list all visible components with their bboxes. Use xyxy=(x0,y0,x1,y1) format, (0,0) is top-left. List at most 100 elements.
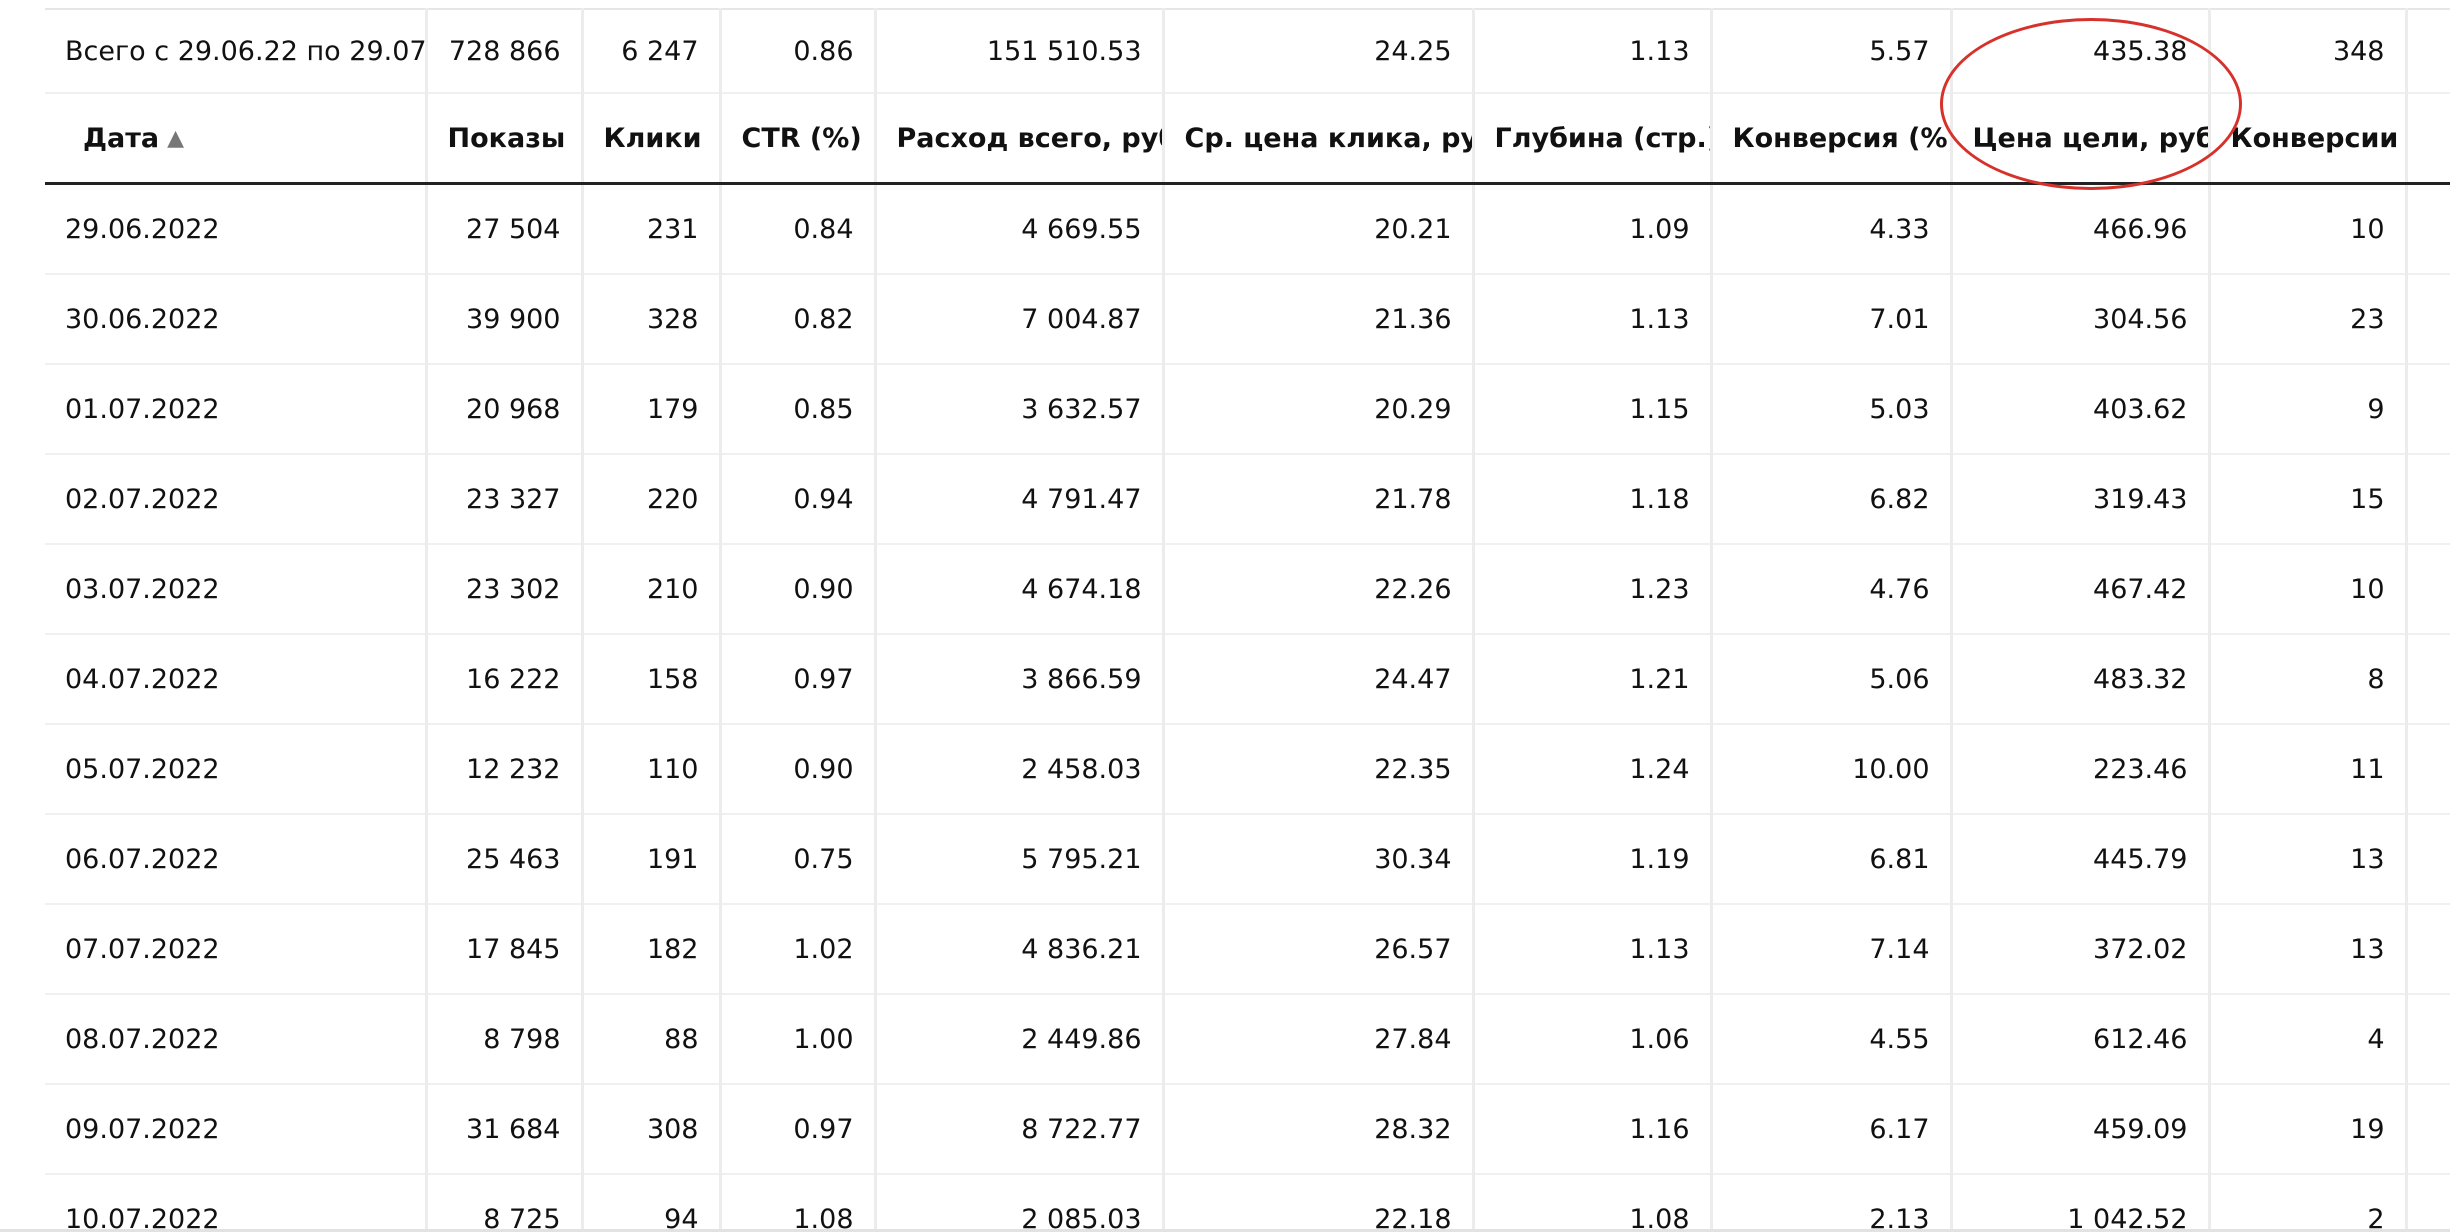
cell-date: 07.07.2022 xyxy=(45,904,428,995)
column-header-cpa[interactable]: Цена цели, руб. xyxy=(1951,93,2211,185)
cell-avg-cpc: 21.36 xyxy=(1163,274,1475,365)
cell-conv-rate: 6.81 xyxy=(1711,814,1953,905)
cell-depth: 1.16 xyxy=(1473,1084,1713,1175)
cell-extra xyxy=(2406,183,2450,275)
statistics-table: Всего с 29.06.22 по 29.07.22 728 866 6 2… xyxy=(45,8,2450,1230)
cell-clicks: 94 xyxy=(582,1174,722,1230)
cell-clicks: 158 xyxy=(582,634,722,725)
cell-ctr: 0.97 xyxy=(720,634,877,725)
cell-conv-rate: 5.06 xyxy=(1711,634,1953,725)
total-ctr: 0.86 xyxy=(720,8,877,94)
cell-cpa: 445.79 xyxy=(1951,814,2211,905)
cell-impressions: 23 327 xyxy=(426,454,584,545)
cell-ctr: 0.82 xyxy=(720,274,877,365)
table-row[interactable]: 02.07.2022 23 327 220 0.94 4 791.47 21.78 1.18… xyxy=(45,454,2450,545)
column-header-date-label: Дата xyxy=(83,122,160,154)
table-row[interactable]: 08.07.2022 8 798 88 1.00 2 449.86 27.84 1.06 4.… xyxy=(45,994,2450,1085)
cell-avg-cpc: 21.78 xyxy=(1163,454,1475,545)
cell-depth: 1.21 xyxy=(1473,634,1713,725)
cell-spend: 3 866.59 xyxy=(875,634,1165,725)
column-header-spend[interactable]: Расход всего, руб. xyxy=(875,93,1165,185)
cell-impressions: 25 463 xyxy=(426,814,584,905)
cell-depth: 1.15 xyxy=(1473,364,1713,455)
cell-extra xyxy=(2406,454,2450,545)
cell-extra xyxy=(2406,994,2450,1085)
cell-impressions: 20 968 xyxy=(426,364,584,455)
column-header-clicks[interactable]: Клики xyxy=(582,93,722,185)
table-row[interactable]: 05.07.2022 12 232 110 0.90 2 458.03 22.35 1.24… xyxy=(45,724,2450,815)
cell-extra xyxy=(2406,274,2450,365)
cell-conv-rate: 7.14 xyxy=(1711,904,1953,995)
cell-spend: 7 004.87 xyxy=(875,274,1165,365)
table-row[interactable]: 10.07.2022 8 725 94 1.08 2 085.03 22.18 1.08 2.… xyxy=(45,1174,2450,1230)
table-row[interactable]: 04.07.2022 16 222 158 0.97 3 866.59 24.47 1.21… xyxy=(45,634,2450,725)
cell-ctr: 0.94 xyxy=(720,454,877,545)
cell-conversions: 13 xyxy=(2209,814,2408,905)
cell-spend: 4 674.18 xyxy=(875,544,1165,635)
cell-conv-rate: 2.13 xyxy=(1711,1174,1953,1230)
cell-depth: 1.19 xyxy=(1473,814,1713,905)
table-row[interactable]: 06.07.2022 25 463 191 0.75 5 795.21 30.34 1.19… xyxy=(45,814,2450,905)
cell-clicks: 110 xyxy=(582,724,722,815)
table-row[interactable]: 30.06.2022 39 900 328 0.82 7 004.87 21.36 1.13… xyxy=(45,274,2450,365)
cell-depth: 1.09 xyxy=(1473,183,1713,275)
cell-spend: 8 722.77 xyxy=(875,1084,1165,1175)
cell-extra xyxy=(2406,904,2450,995)
cell-conv-rate: 7.01 xyxy=(1711,274,1953,365)
cell-avg-cpc: 28.32 xyxy=(1163,1084,1475,1175)
cell-date: 08.07.2022 xyxy=(45,994,428,1085)
table-row[interactable]: 01.07.2022 20 968 179 0.85 3 632.57 20.29 1.15… xyxy=(45,364,2450,455)
cell-impressions: 27 504 xyxy=(426,183,584,275)
cell-clicks: 231 xyxy=(582,183,722,275)
cell-depth: 1.18 xyxy=(1473,454,1713,545)
cell-extra xyxy=(2406,1174,2450,1230)
cell-cpa: 466.96 xyxy=(1951,183,2211,275)
cell-impressions: 16 222 xyxy=(426,634,584,725)
table-row[interactable]: 29.06.2022 27 504 231 0.84 4 669.55 20.21 1.09… xyxy=(45,183,2450,275)
cell-ctr: 0.85 xyxy=(720,364,877,455)
cell-date: 10.07.2022 xyxy=(45,1174,428,1230)
cell-spend: 4 791.47 xyxy=(875,454,1165,545)
total-conv-rate: 5.57 xyxy=(1711,8,1953,94)
column-header-depth[interactable]: Глубина (стр.) xyxy=(1473,93,1713,185)
cell-conversions: 23 xyxy=(2209,274,2408,365)
total-spend: 151 510.53 xyxy=(875,8,1165,94)
cell-date: 05.07.2022 xyxy=(45,724,428,815)
cell-avg-cpc: 22.18 xyxy=(1163,1174,1475,1230)
total-cpa: 435.38 xyxy=(1951,8,2211,94)
cell-extra xyxy=(2406,1084,2450,1175)
cell-conversions: 13 xyxy=(2209,904,2408,995)
column-header-extra[interactable]: Р xyxy=(2406,93,2450,185)
total-conversions: 348 xyxy=(2209,8,2408,94)
column-header-date[interactable]: Дата ▲ xyxy=(45,93,428,185)
cell-depth: 1.13 xyxy=(1473,274,1713,365)
total-label: Всего с 29.06.22 по 29.07.22 xyxy=(45,8,428,94)
cell-cpa: 459.09 xyxy=(1951,1084,2211,1175)
table-row[interactable]: 09.07.2022 31 684 308 0.97 8 722.77 28.32 1.16… xyxy=(45,1084,2450,1175)
cell-spend: 3 632.57 xyxy=(875,364,1165,455)
cell-ctr: 0.90 xyxy=(720,544,877,635)
column-header-conversions[interactable]: Конверсии xyxy=(2209,93,2408,185)
cell-cpa: 319.43 xyxy=(1951,454,2211,545)
cell-conv-rate: 5.03 xyxy=(1711,364,1953,455)
cell-conversions: 8 xyxy=(2209,634,2408,725)
cell-date: 03.07.2022 xyxy=(45,544,428,635)
horizontal-scrollbar-track[interactable] xyxy=(0,1229,2450,1232)
cell-extra xyxy=(2406,634,2450,725)
cell-depth: 1.24 xyxy=(1473,724,1713,815)
cell-cpa: 467.42 xyxy=(1951,544,2211,635)
table-row[interactable]: 07.07.2022 17 845 182 1.02 4 836.21 26.57 1.13… xyxy=(45,904,2450,995)
cell-clicks: 210 xyxy=(582,544,722,635)
column-header-conv-rate[interactable]: Конверсия (%) xyxy=(1711,93,1953,185)
column-header-ctr[interactable]: CTR (%) xyxy=(720,93,877,185)
cell-ctr: 0.97 xyxy=(720,1084,877,1175)
column-header-impressions[interactable]: Показы xyxy=(426,93,584,185)
cell-conv-rate: 6.17 xyxy=(1711,1084,1953,1175)
total-avg-cpc: 24.25 xyxy=(1163,8,1475,94)
cell-impressions: 8 798 xyxy=(426,994,584,1085)
cell-spend: 2 449.86 xyxy=(875,994,1165,1085)
cell-cpa: 403.62 xyxy=(1951,364,2211,455)
table-row[interactable]: 03.07.2022 23 302 210 0.90 4 674.18 22.26 1.23… xyxy=(45,544,2450,635)
cell-date: 06.07.2022 xyxy=(45,814,428,905)
column-header-avg-cpc[interactable]: Ср. цена клика, руб. xyxy=(1163,93,1475,185)
